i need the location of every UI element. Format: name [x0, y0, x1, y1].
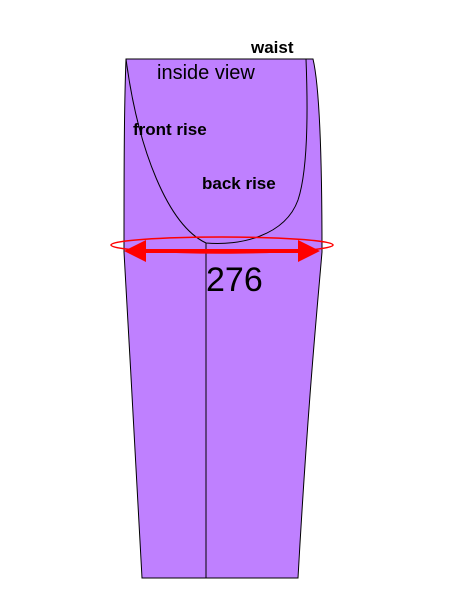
- back-rise-label: back rise: [202, 174, 276, 193]
- measurement-arrow-right-head: [298, 240, 320, 262]
- rise-curve: [125, 58, 308, 244]
- measurement-value: 276: [206, 261, 263, 299]
- trouser-leg-shape: [123, 58, 323, 579]
- inside-view-label: inside view: [157, 62, 255, 84]
- front-rise-label: front rise: [133, 120, 207, 139]
- measurement-arrow-left-head: [124, 240, 146, 262]
- waist-label: waist: [250, 38, 294, 57]
